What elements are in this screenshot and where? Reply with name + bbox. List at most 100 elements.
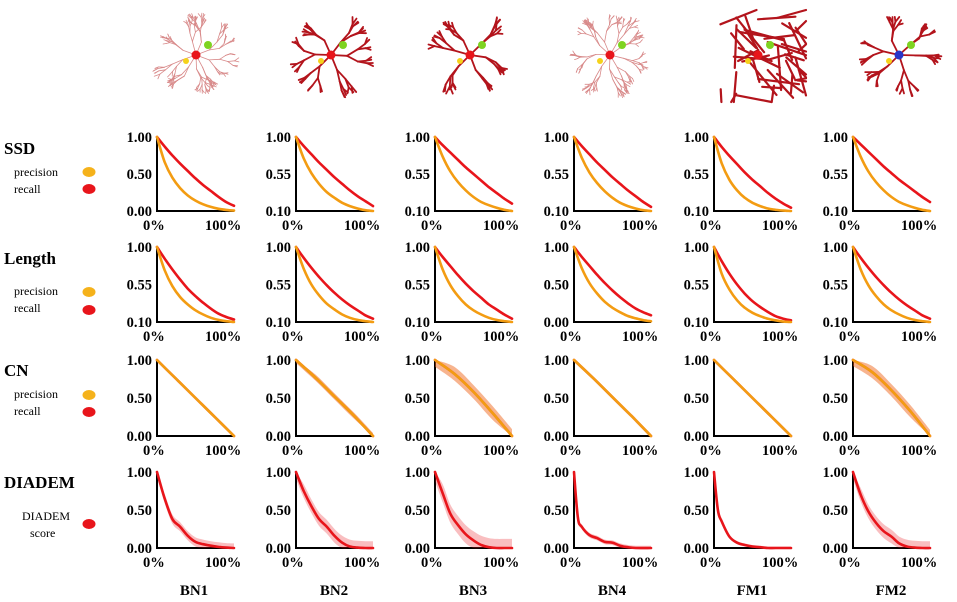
x-tick-label: 0% — [282, 329, 304, 345]
series-line-precision — [155, 358, 236, 438]
x-tick-label: 0% — [143, 555, 165, 571]
y-tick-label: 1.00 — [684, 353, 709, 369]
y-tick-label: 1.00 — [823, 353, 848, 369]
y-tick-label: 0.50 — [266, 391, 291, 407]
y-tick-label: 0.00 — [544, 541, 569, 557]
series-line-recall — [572, 245, 653, 317]
chart-ssd-bn2: 1.00 0.55 0.100% 100% — [266, 130, 381, 234]
chart-cn-bn4: 1.00 0.50 0.000% 100% — [544, 353, 659, 459]
legend-precision-swatch — [82, 390, 96, 400]
chart-ssd-bn1: 1.00 0.50 0.000% 100% — [127, 130, 242, 234]
row-labels: SSD Length CN DIADEM precision recall pr… — [4, 139, 96, 540]
y-tick-label: 0.50 — [266, 503, 291, 519]
y-tick-label: 0.00 — [684, 429, 709, 445]
x-tick-label: 100% — [622, 555, 658, 571]
x-tick-label: 100% — [205, 329, 241, 345]
row-title-ssd: SSD — [4, 139, 35, 158]
series-line-diadem-score — [572, 470, 653, 550]
neuron-thumbnail-bn4 — [569, 14, 649, 98]
series-line-recall — [155, 245, 236, 321]
y-tick-label: 0.00 — [266, 541, 291, 557]
y-tick-label: 1.00 — [266, 240, 291, 256]
y-tick-label: 0.10 — [266, 315, 291, 331]
y-tick-label: 0.00 — [544, 315, 569, 331]
series-line-precision — [294, 245, 375, 324]
chart-cn-bn2: 1.00 0.50 0.000% 100% — [266, 353, 381, 459]
y-tick-label: 0.55 — [684, 167, 709, 183]
chart-grid: 1.000.500.000% 100%1.000.550.100% 100%1.00… — [127, 130, 938, 571]
y-tick-label: 0.50 — [544, 391, 569, 407]
x-tick-label: 100% — [483, 443, 519, 459]
y-tick-label: 0.10 — [823, 315, 848, 331]
y-tick-label: 0.55 — [544, 167, 569, 183]
y-tick-label: 1.00 — [127, 240, 152, 256]
y-tick-label: 0.10 — [544, 204, 569, 220]
legend-recall-label: recall — [14, 404, 41, 418]
y-tick-label: 0.50 — [127, 391, 152, 407]
series-line-recall — [294, 135, 375, 208]
legend-recall-label: recall — [14, 301, 41, 315]
legend-precision-label: precision — [14, 284, 58, 298]
series-band-recall — [435, 360, 512, 436]
x-tick-label: 100% — [483, 218, 519, 234]
x-tick-label: 100% — [762, 443, 798, 459]
y-tick-label: 1.00 — [684, 240, 709, 256]
column-label: BN1 — [180, 583, 208, 599]
x-tick-label: 0% — [282, 218, 304, 234]
row-title-length: Length — [4, 249, 57, 268]
x-tick-label: 0% — [282, 555, 304, 571]
chart-length-fm1: 1.00 0.55 0.100% 100% — [684, 240, 799, 345]
y-tick-label: 0.55 — [405, 167, 430, 183]
series-line-precision — [851, 135, 932, 213]
series-line-precision — [433, 358, 514, 438]
row-title-cn: CN — [4, 361, 29, 380]
y-tick-label: 1.00 — [127, 353, 152, 369]
x-tick-label: 0% — [839, 443, 861, 459]
y-tick-label: 1.00 — [684, 130, 709, 146]
column-label: BN4 — [598, 583, 627, 599]
x-tick-label: 0% — [560, 443, 582, 459]
series-band-recall — [853, 360, 930, 436]
series-line-recall — [712, 245, 793, 322]
y-tick-label: 1.00 — [823, 130, 848, 146]
y-tick-label: 0.10 — [127, 315, 152, 331]
y-tick-label: 0.00 — [823, 541, 848, 557]
column-labels: BN1 BN2 BN3 BN4 FM1 FM2 — [180, 583, 907, 599]
y-tick-label: 0.10 — [405, 204, 430, 220]
y-tick-label: 1.00 — [544, 130, 569, 146]
y-tick-label: 1.00 — [127, 465, 152, 481]
series-line-precision — [294, 358, 375, 438]
chart-length-bn2: 1.00 0.55 0.100% 100% — [266, 240, 381, 345]
x-tick-label: 0% — [421, 218, 443, 234]
series-line-recall — [155, 135, 236, 208]
x-tick-label: 0% — [421, 329, 443, 345]
series-line-precision — [712, 135, 793, 213]
series-line-precision — [294, 135, 375, 213]
chart-diadem-bn2: 1.00 0.50 0.000% 100% — [266, 465, 381, 571]
legend-diadem-label-line2: score — [30, 526, 55, 540]
chart-diadem-fm1: 1.00 0.50 0.000% 100% — [684, 465, 799, 571]
legend-recall-swatch — [82, 305, 96, 315]
chart-cn-fm1: 1.00 0.50 0.000% 100% — [684, 353, 799, 459]
y-tick-label: 0.55 — [266, 278, 291, 294]
series-line-diadem-score — [851, 470, 932, 550]
series-line-precision — [851, 245, 932, 324]
x-tick-label: 100% — [205, 555, 241, 571]
column-label: BN3 — [459, 583, 487, 599]
y-tick-label: 0.50 — [823, 391, 848, 407]
legend-recall-swatch — [82, 407, 96, 417]
x-tick-label: 0% — [143, 218, 165, 234]
x-tick-label: 0% — [560, 555, 582, 571]
x-tick-label: 0% — [700, 329, 722, 345]
series-line-recall — [294, 245, 375, 320]
x-tick-label: 100% — [344, 218, 380, 234]
series-line-precision — [155, 245, 236, 324]
series-line-recall — [433, 135, 514, 205]
series-line-precision — [572, 135, 653, 213]
series-band-diadem-score — [296, 472, 373, 549]
y-tick-label: 0.50 — [684, 391, 709, 407]
y-tick-label: 0.55 — [684, 278, 709, 294]
row-title-diadem: DIADEM — [4, 473, 75, 492]
y-tick-label: 0.10 — [684, 204, 709, 220]
column-label: FM2 — [876, 583, 907, 599]
